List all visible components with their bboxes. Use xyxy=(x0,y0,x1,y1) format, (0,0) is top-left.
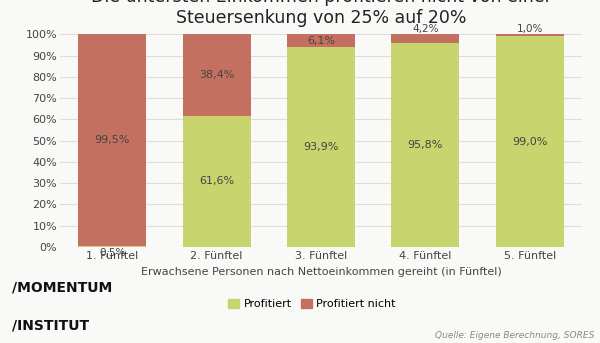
Text: 93,9%: 93,9% xyxy=(304,142,338,152)
Text: 95,8%: 95,8% xyxy=(408,140,443,150)
Text: /INSTITUT: /INSTITUT xyxy=(12,319,89,333)
Text: 38,4%: 38,4% xyxy=(199,70,234,80)
Text: 1,0%: 1,0% xyxy=(517,24,543,34)
Text: 6,1%: 6,1% xyxy=(307,36,335,46)
Text: Quelle: Eigene Berechnung, SORES: Quelle: Eigene Berechnung, SORES xyxy=(434,331,594,340)
Bar xyxy=(287,34,355,47)
Bar xyxy=(182,116,251,247)
Bar xyxy=(391,43,460,247)
Legend: Profitiert, Profitiert nicht: Profitiert, Profitiert nicht xyxy=(224,294,400,314)
Text: 99,5%: 99,5% xyxy=(95,135,130,145)
Title: Die untersten Einkommen profitieren nicht von einer
Steuersenkung von 25% auf 20: Die untersten Einkommen profitieren nich… xyxy=(91,0,551,27)
Bar xyxy=(182,34,251,116)
Text: 99,0%: 99,0% xyxy=(512,137,547,147)
Bar xyxy=(78,34,146,246)
Bar xyxy=(78,246,146,247)
Text: 61,6%: 61,6% xyxy=(199,176,234,187)
Text: 0,5%: 0,5% xyxy=(99,248,125,258)
Bar xyxy=(496,36,564,247)
Text: 4,2%: 4,2% xyxy=(412,24,439,34)
Text: /MOMENTUM: /MOMENTUM xyxy=(12,281,112,295)
Bar xyxy=(391,34,460,43)
X-axis label: Erwachsene Personen nach Nettoeinkommen gereiht (in Fünftel): Erwachsene Personen nach Nettoeinkommen … xyxy=(140,267,502,277)
Bar xyxy=(496,34,564,36)
Bar xyxy=(287,47,355,247)
